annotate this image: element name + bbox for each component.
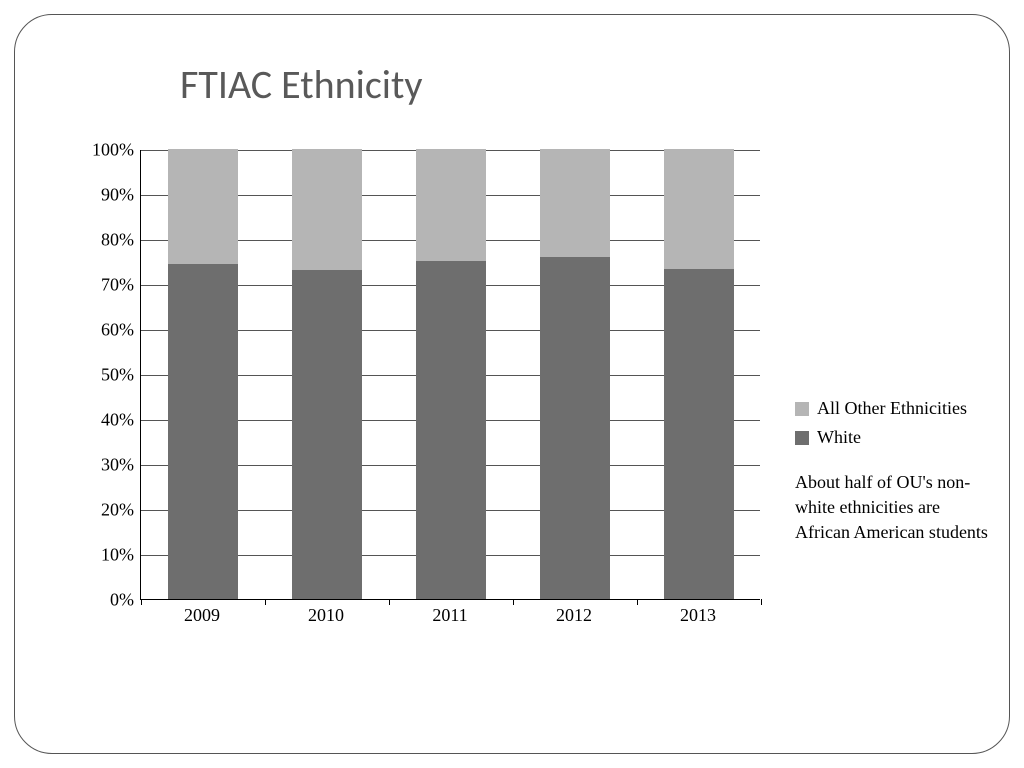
x-tick-mark — [637, 599, 638, 605]
x-tick-label: 2013 — [680, 605, 716, 626]
bar-segment — [416, 149, 485, 261]
plot-area — [140, 150, 760, 600]
x-tick-label: 2010 — [308, 605, 344, 626]
bar-group — [168, 150, 237, 599]
legend-label: All Other Ethnicities — [817, 398, 967, 419]
annotation-text: About half of OU's non-white ethnicities… — [795, 470, 995, 546]
bar-group — [292, 150, 361, 599]
y-tick-label: 90% — [101, 185, 134, 206]
y-tick-label: 10% — [101, 545, 134, 566]
x-tick-mark — [265, 599, 266, 605]
y-tick-label: 20% — [101, 500, 134, 521]
y-tick-label: 50% — [101, 365, 134, 386]
y-tick-label: 80% — [101, 230, 134, 251]
bar-segment — [540, 149, 609, 257]
bar-group — [664, 150, 733, 599]
x-tick-label: 2009 — [184, 605, 220, 626]
legend-swatch — [795, 402, 809, 416]
bar-segment — [292, 270, 361, 599]
legend-item: All Other Ethnicities — [795, 398, 967, 419]
chart-legend: All Other Ethnicities White — [795, 398, 967, 456]
y-tick-label: 30% — [101, 455, 134, 476]
bar-group — [540, 150, 609, 599]
y-tick-label: 70% — [101, 275, 134, 296]
x-tick-mark — [513, 599, 514, 605]
legend-swatch — [795, 431, 809, 445]
bar-segment — [292, 149, 361, 270]
bar-segment — [168, 149, 237, 264]
y-tick-label: 100% — [92, 140, 134, 161]
legend-label: White — [817, 427, 861, 448]
bar-segment — [540, 257, 609, 599]
x-tick-label: 2011 — [432, 605, 467, 626]
y-tick-label: 0% — [110, 590, 134, 611]
bar-segment — [664, 269, 733, 599]
bar-segment — [168, 264, 237, 599]
bar-segment — [664, 149, 733, 269]
x-tick-mark — [141, 599, 142, 605]
bar-segment — [416, 261, 485, 599]
y-tick-label: 40% — [101, 410, 134, 431]
y-tick-label: 60% — [101, 320, 134, 341]
legend-item: White — [795, 427, 967, 448]
ethnicity-chart: 0% 10% 20% 30% 40% 50% 60% 70% 80% 90% 100% 2009 20… — [70, 140, 770, 640]
x-tick-label: 2012 — [556, 605, 592, 626]
page-title: FTIAC Ethnicity — [180, 60, 422, 109]
bar-group — [416, 150, 485, 599]
x-tick-mark — [389, 599, 390, 605]
x-tick-mark — [761, 599, 762, 605]
